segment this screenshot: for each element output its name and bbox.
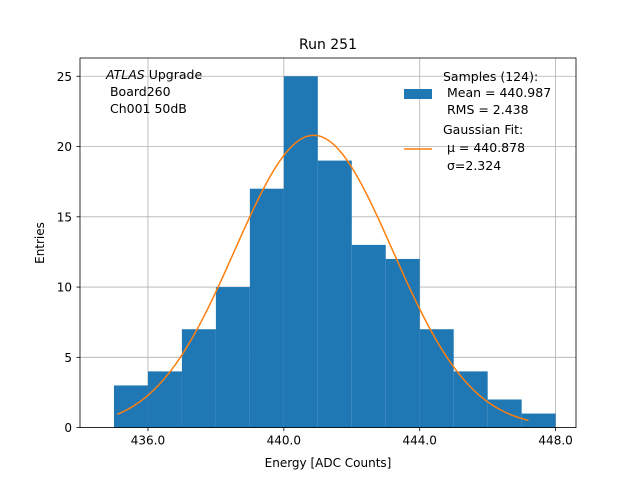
annotation-channel: Ch001 50dB xyxy=(106,101,187,116)
legend-hist-line-3: RMS = 2.438 xyxy=(443,102,529,117)
plot-frame xyxy=(79,57,577,429)
histogram-bar xyxy=(419,329,454,428)
legend-hist-line-1: Samples (124): xyxy=(443,69,538,84)
histogram-bar xyxy=(147,371,182,428)
annotation-line-1: ATLAS Upgrade xyxy=(105,67,202,82)
histogram-bar xyxy=(283,76,318,428)
x-tick-label: 440.0 xyxy=(267,434,301,448)
annotation-atlas: ATLAS xyxy=(105,67,145,82)
legend-fit-line-3: σ=2.324 xyxy=(443,158,501,173)
annotation-upgrade: Upgrade xyxy=(145,67,203,82)
y-tick-label: 5 xyxy=(64,351,72,365)
chart-title: Run 251 xyxy=(299,37,357,53)
histogram-bar xyxy=(351,244,386,428)
histogram-bar xyxy=(181,329,216,428)
y-tick-label: 0 xyxy=(64,421,72,435)
legend: Samples (124): Mean = 440.987 RMS = 2.43… xyxy=(404,69,551,173)
atlas-annotation: ATLAS Upgrade Board260 Ch001 50dB xyxy=(105,67,202,116)
x-axis-label: Energy [ADC Counts] xyxy=(265,456,392,470)
y-tick-label: 10 xyxy=(57,281,72,295)
histogram-bar xyxy=(521,413,556,428)
histogram-bar xyxy=(113,385,148,428)
histogram-bar xyxy=(385,258,420,428)
y-tick-label: 20 xyxy=(57,140,72,154)
histogram-bar xyxy=(317,160,352,428)
histogram-bar xyxy=(453,371,488,428)
legend-fit-line-2: μ = 440.878 xyxy=(443,140,525,155)
y-tick-label: 25 xyxy=(57,70,72,84)
y-axis: 0 5 10 15 20 25 xyxy=(57,70,80,435)
legend-fit-line-1: Gaussian Fit: xyxy=(443,122,523,137)
histogram-bar xyxy=(249,188,284,428)
x-tick-label: 444.0 xyxy=(403,434,437,448)
gaussian-fit-curve xyxy=(117,134,529,422)
x-tick-label: 448.0 xyxy=(538,434,572,448)
histogram-bars xyxy=(113,76,556,428)
y-tick-label: 15 xyxy=(57,210,72,224)
y-axis-label: Entries xyxy=(33,222,47,264)
histogram-bar xyxy=(487,399,522,428)
legend-histogram-swatch xyxy=(404,89,432,99)
x-axis: 436.0 440.0 444.0 448.0 xyxy=(131,427,573,448)
legend-hist-line-2: Mean = 440.987 xyxy=(443,85,551,100)
annotation-board: Board260 xyxy=(106,84,171,99)
x-tick-label: 436.0 xyxy=(131,434,165,448)
histogram-bar xyxy=(215,287,250,428)
fit-curve-group xyxy=(117,134,529,422)
